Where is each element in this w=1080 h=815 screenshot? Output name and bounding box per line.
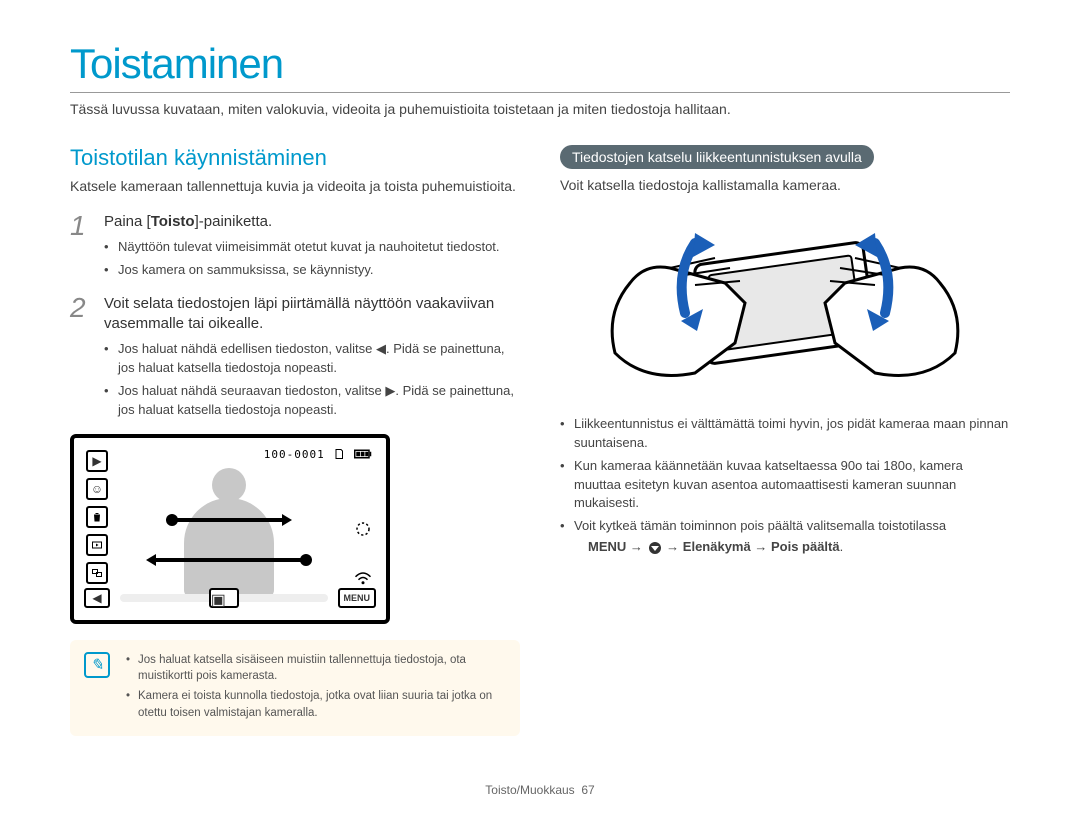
screen-right-icons (352, 518, 374, 590)
page-title: Toistaminen (70, 40, 1010, 88)
memory-card-icon (332, 448, 354, 461)
step-number: 2 (70, 294, 94, 424)
right-subtitle: Voit katsella tiedostoja kallistamalla k… (560, 177, 1010, 193)
menu-button: MENU (338, 588, 377, 608)
menu-seg: Elenäkymä (683, 539, 751, 554)
list-item: Näyttöön tulevat viimeisimmät otetut kuv… (104, 238, 520, 257)
chevron-down-icon (647, 541, 663, 555)
list-item: Kun kameraa käännetään kuvaa katseltaess… (560, 457, 1010, 514)
menu-path: MENU → → Elenäkymä → Pois päältä. (574, 538, 1010, 557)
list-item: Jos kamera on sammuksissa, se käynnistyy… (104, 261, 520, 280)
left-column: Toistotilan käynnistäminen Katsele kamer… (70, 145, 520, 736)
step-1-bullets: Näyttöön tulevat viimeisimmät otetut kuv… (104, 238, 520, 280)
page-footer: Toisto/Muokkaus 67 (0, 783, 1080, 797)
step-1-pre: Paina [ (104, 213, 151, 230)
slider-track: ▣ (120, 594, 328, 602)
swipe-left-gesture (154, 558, 304, 562)
step-1-text: Paina [Toisto]-painiketta. (104, 212, 520, 232)
screen-sidebar-icons: ▶ ☺ (86, 450, 108, 584)
screen-bottom-bar: ◀ ▣ MENU (84, 586, 376, 610)
photo-counter-readout: 100-0001 (264, 448, 372, 461)
section-subtitle: Katsele kameraan tallennettuja kuvia ja … (70, 177, 520, 196)
trash-icon (86, 506, 108, 528)
arrow-icon: → (754, 539, 767, 554)
list-item: Jos haluat nähdä edellisen tiedoston, va… (104, 340, 520, 378)
step-2: 2 Voit selata tiedostojen läpi piirtämäl… (70, 294, 520, 424)
slideshow-icon (86, 534, 108, 556)
title-rule (70, 92, 1010, 93)
list-item: Voit kytkeä tämän toiminnon pois päältä … (560, 517, 1010, 557)
step-1-bold: Toisto (151, 213, 195, 230)
note-item: Kamera ei toista kunnolla tiedostoja, jo… (126, 688, 504, 721)
content-columns: Toistotilan käynnistäminen Katsele kamer… (70, 145, 1010, 736)
hands-tilt-illustration (560, 203, 1010, 403)
step-2-text: Voit selata tiedostojen läpi piirtämällä… (104, 294, 520, 335)
step-number: 1 (70, 212, 94, 284)
note-icon: ✎ (84, 652, 110, 678)
note-callout: ✎ Jos haluat katsella sisäiseen muistiin… (70, 640, 520, 737)
list-item: Liikkeentunnistus ei välttämättä toimi h… (560, 415, 1010, 453)
pill-heading: Tiedostojen katselu liikkeentunnistuksen… (560, 145, 874, 169)
camera-screen-illustration: ▶ ☺ 100-0001 (70, 434, 390, 624)
battery-icon (354, 448, 372, 461)
menu-word: MENU (588, 539, 626, 554)
step-2-bullets: Jos haluat nähdä edellisen tiedoston, va… (104, 340, 520, 419)
spinner-icon (352, 518, 374, 540)
arrow-icon: → (666, 539, 679, 554)
step-1: 1 Paina [Toisto]-painiketta. Näyttöön tu… (70, 212, 520, 284)
section-title: Toistotilan käynnistäminen (70, 145, 520, 171)
swipe-right-gesture (174, 518, 284, 522)
note-item: Jos haluat katsella sisäiseen muistiin t… (126, 652, 504, 685)
prev-button-icon: ◀ (84, 588, 110, 608)
face-icon: ☺ (86, 478, 108, 500)
right-column: Tiedostojen katselu liikkeentunnistuksen… (560, 145, 1010, 736)
menu-seg: Pois päältä (771, 539, 840, 554)
dual-display-icon (86, 562, 108, 584)
play-icon: ▶ (86, 450, 108, 472)
list-item: Jos haluat nähdä seuraavan tiedoston, va… (104, 382, 520, 420)
arrow-icon: → (630, 539, 643, 554)
step-1-post: ]-painiketta. (195, 213, 273, 230)
slider-handle-icon: ▣ (209, 588, 239, 608)
right-bullets: Liikkeentunnistus ei välttämättä toimi h… (560, 415, 1010, 557)
page-intro: Tässä luvussa kuvataan, miten valokuvia,… (70, 101, 1010, 117)
